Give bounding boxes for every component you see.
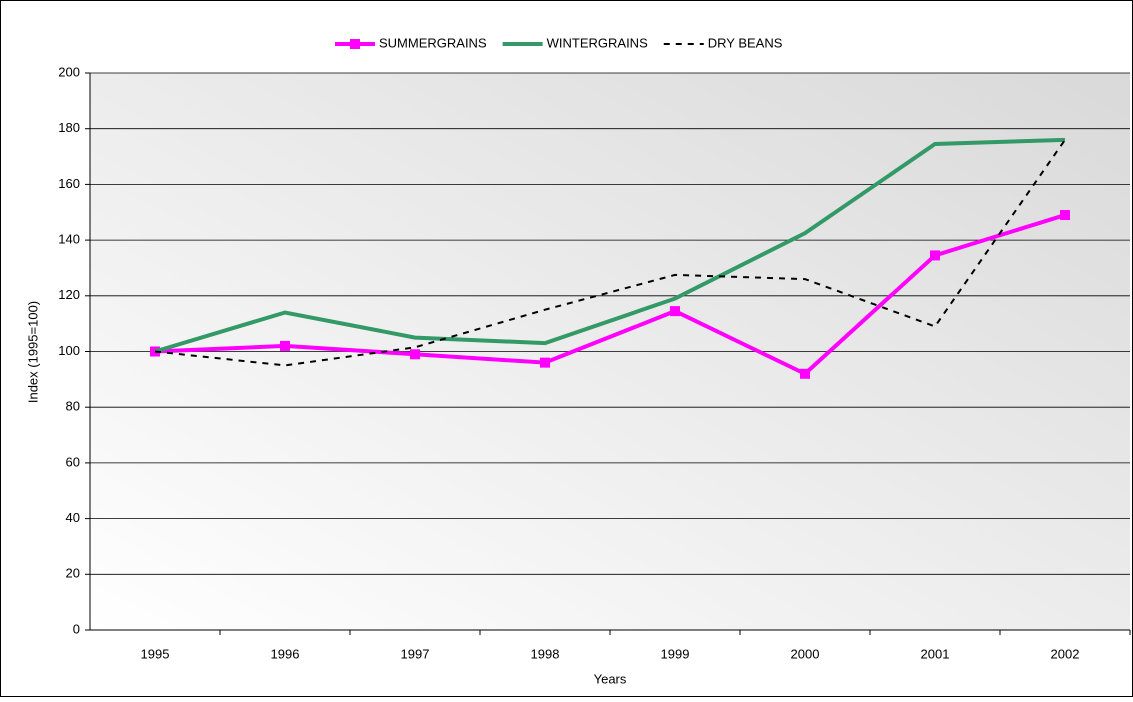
y-axis-label: Index (1995=100) xyxy=(25,301,40,403)
x-axis-label: Years xyxy=(594,671,627,686)
x-tick-label: 2002 xyxy=(1051,646,1080,661)
legend-label: WINTERGRAINS xyxy=(547,35,648,50)
point-marker xyxy=(280,340,290,351)
point-marker xyxy=(800,368,810,379)
legend-marker xyxy=(350,39,360,49)
y-tick-label: 120 xyxy=(58,287,80,302)
x-tick-label: 1995 xyxy=(141,646,170,661)
x-tick-label: 1997 xyxy=(401,646,430,661)
y-tick-label: 80 xyxy=(66,399,80,414)
x-tick-label: 1999 xyxy=(661,646,690,661)
y-tick-label: 140 xyxy=(58,232,80,247)
point-marker xyxy=(1060,210,1070,221)
point-marker xyxy=(930,250,940,261)
series-line xyxy=(154,213,1066,377)
y-tick-label: 100 xyxy=(58,343,80,358)
x-tick-label: 2001 xyxy=(921,646,950,661)
y-tick-label: 200 xyxy=(58,64,80,79)
x-tick-label: 1998 xyxy=(531,646,560,661)
y-tick-label: 180 xyxy=(58,120,80,135)
legend-label: SUMMERGRAINS xyxy=(379,35,487,50)
legend-label: DRY BEANS xyxy=(708,35,783,50)
y-tick-label: 60 xyxy=(66,454,80,469)
y-tick-label: 20 xyxy=(66,566,80,581)
x-tick-label: 1996 xyxy=(271,646,300,661)
series-line xyxy=(154,137,1066,354)
y-tick-label: 40 xyxy=(66,510,80,525)
point-marker xyxy=(540,357,550,368)
point-marker xyxy=(410,349,420,360)
point-marker xyxy=(670,306,680,317)
y-tick-label: 0 xyxy=(73,621,80,636)
x-tick-label: 2000 xyxy=(791,646,820,661)
y-tick-label: 160 xyxy=(58,176,80,191)
